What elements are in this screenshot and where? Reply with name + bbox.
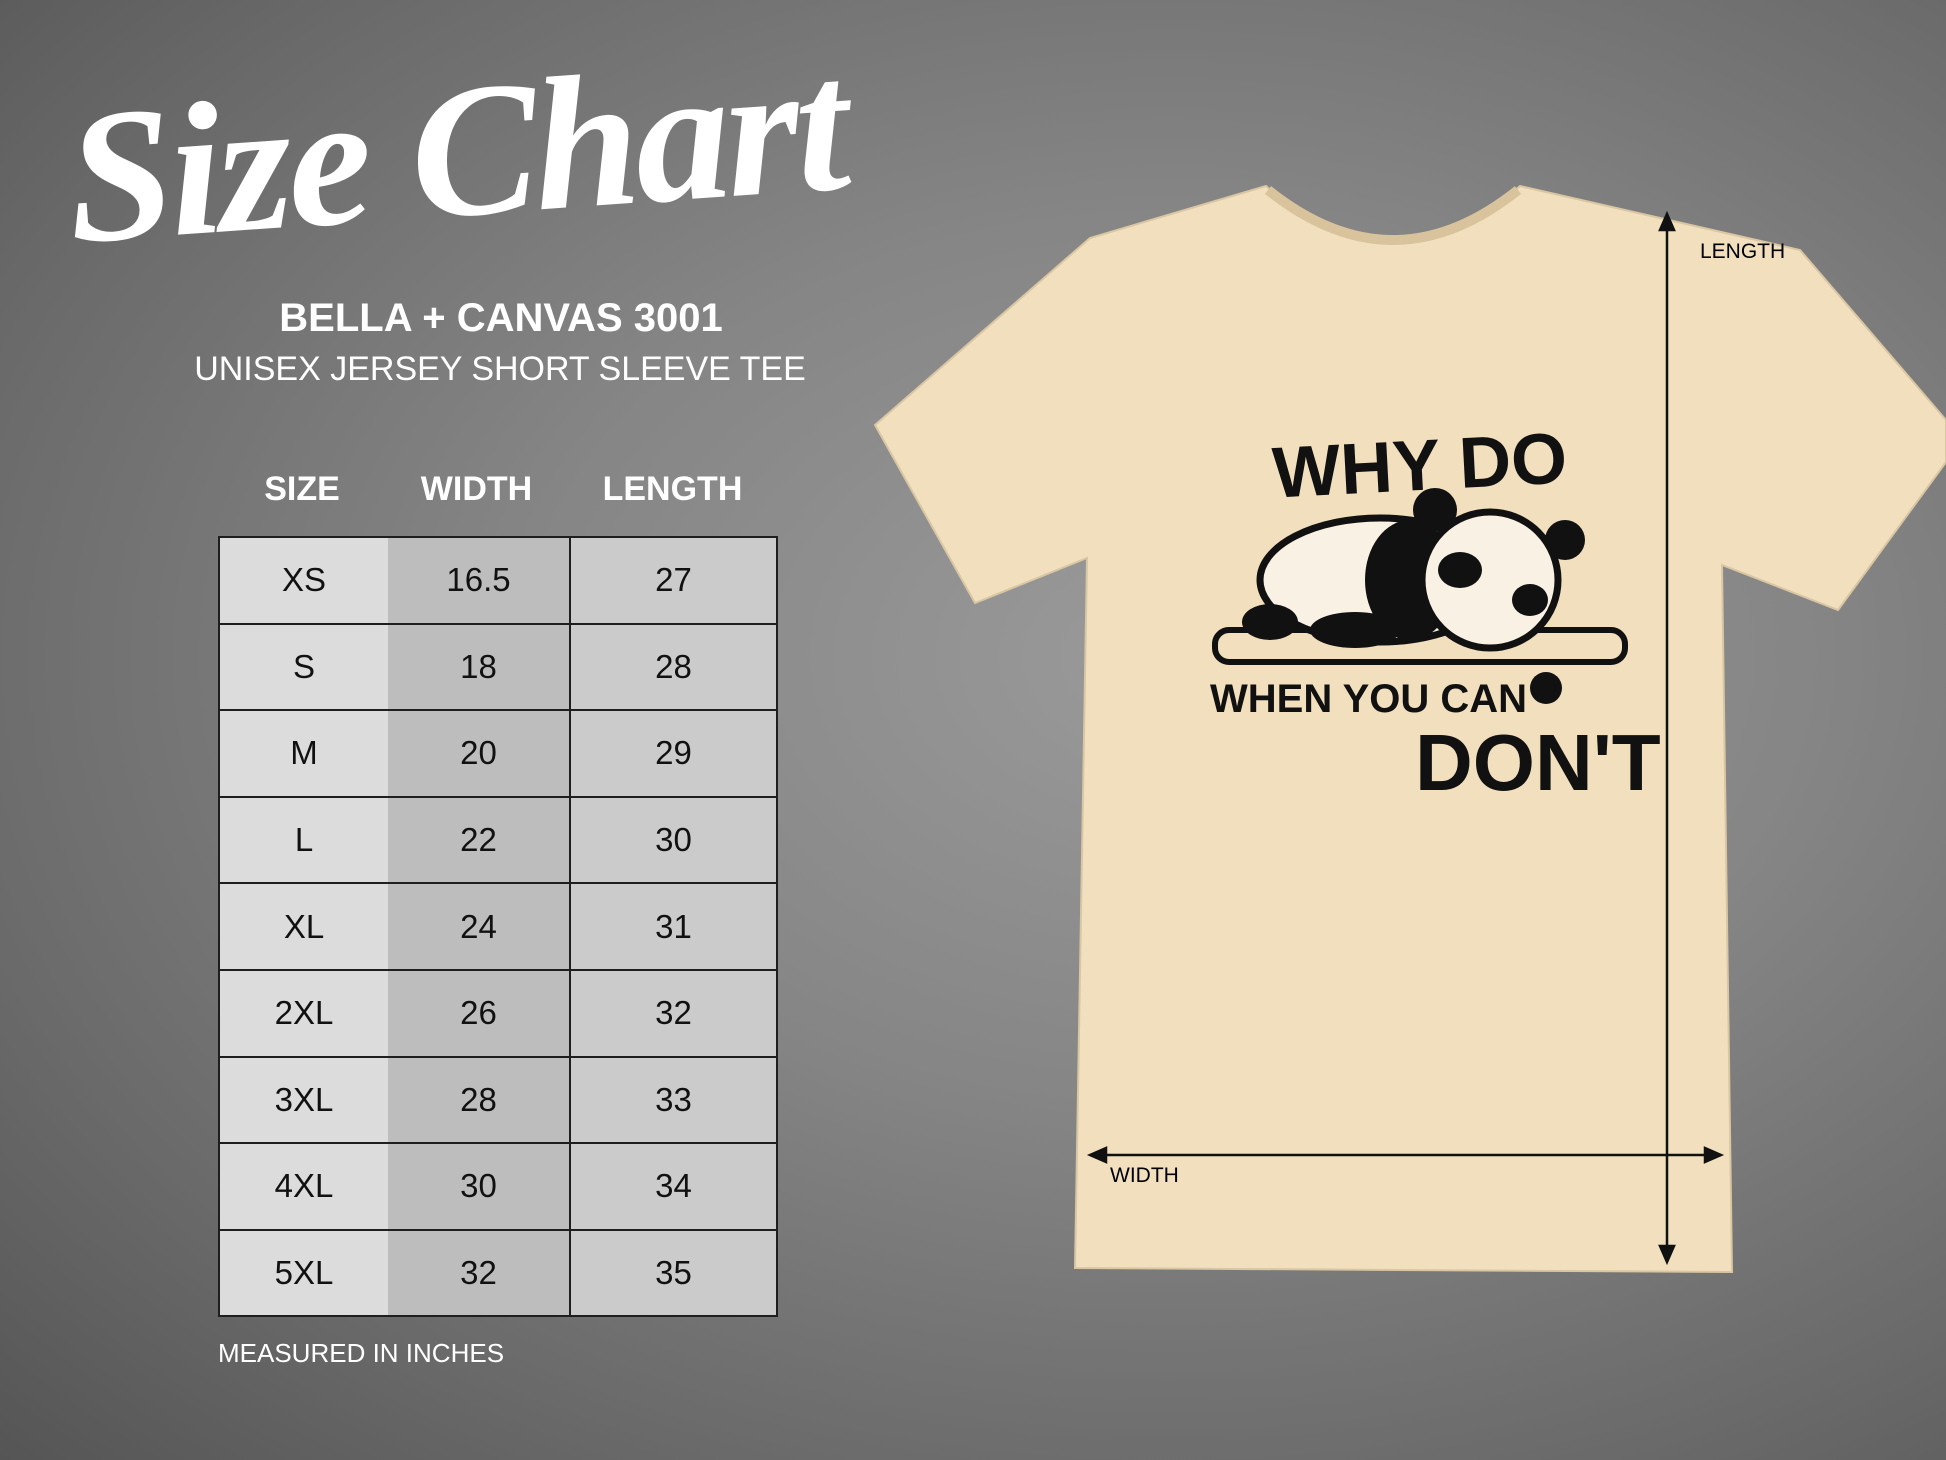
brand-model: BELLA + CANVAS 3001 — [279, 296, 723, 340]
table-row: L 22 30 — [218, 795, 778, 885]
size-cell: 4XL — [218, 1142, 388, 1231]
table-row: 4XL 30 34 — [218, 1142, 778, 1231]
table-row: 3XL 28 33 — [218, 1055, 778, 1145]
width-cell: 26 — [388, 968, 571, 1058]
width-cell: 16.5 — [388, 536, 571, 625]
size-cell: 3XL — [218, 1055, 388, 1145]
length-cell: 29 — [569, 709, 778, 798]
size-cell: XL — [218, 882, 388, 971]
width-cell: 18 — [388, 622, 571, 712]
length-cell: 31 — [569, 882, 778, 971]
tshirt-collar — [1264, 186, 1522, 245]
design-line2: WHEN YOU CAN — [1210, 677, 1527, 721]
size-table: XS 16.5 27 S 18 28 M 20 29 L 22 30 XL 24 31 2XL 26 32 3XL 2… — [218, 536, 778, 1318]
width-cell: 22 — [388, 795, 571, 885]
tshirt-body — [873, 184, 1946, 1274]
table-row: M 20 29 — [218, 709, 778, 798]
width-cell: 20 — [388, 709, 571, 798]
length-cell: 33 — [569, 1055, 778, 1145]
size-cell: M — [218, 709, 388, 798]
units-note: MEASURED IN INCHES — [218, 1338, 505, 1368]
header-width: WIDTH — [420, 470, 533, 508]
todd-art-logo — [1530, 672, 1562, 704]
table-row: S 18 28 — [218, 622, 778, 712]
width-cell: 28 — [388, 1055, 571, 1145]
size-cell: L — [218, 795, 388, 885]
size-cell: 5XL — [218, 1228, 388, 1318]
width-cell: 24 — [388, 882, 571, 971]
size-cell: XS — [218, 536, 388, 625]
table-row: 5XL 32 35 — [218, 1228, 778, 1318]
length-cell: 30 — [569, 795, 778, 885]
table-row: 2XL 26 32 — [218, 968, 778, 1058]
product-name: UNISEX JERSEY SHORT SLEEVE TEE — [194, 350, 806, 388]
panda-graphic: WHY DO WHEN YOU CAN DON'T — [1210, 418, 1661, 807]
width-cell: 30 — [388, 1142, 571, 1231]
width-label: WIDTH — [1110, 1164, 1179, 1187]
length-cell: 35 — [569, 1228, 778, 1318]
length-arrow — [1658, 210, 1676, 1266]
length-cell: 34 — [569, 1142, 778, 1231]
length-label: LENGTH — [1700, 240, 1785, 263]
size-cell: 2XL — [218, 968, 388, 1058]
length-cell: 27 — [569, 536, 778, 625]
length-cell: 32 — [569, 968, 778, 1058]
table-row: XS 16.5 27 — [218, 536, 778, 625]
width-arrow — [1086, 1146, 1725, 1164]
design-line3: DON'T — [1415, 718, 1661, 807]
size-cell: S — [218, 622, 388, 712]
header-length: LENGTH — [602, 470, 743, 508]
width-cell: 32 — [388, 1228, 571, 1318]
table-row: XL 24 31 — [218, 882, 778, 971]
header-size: SIZE — [264, 470, 340, 508]
length-cell: 28 — [569, 622, 778, 712]
